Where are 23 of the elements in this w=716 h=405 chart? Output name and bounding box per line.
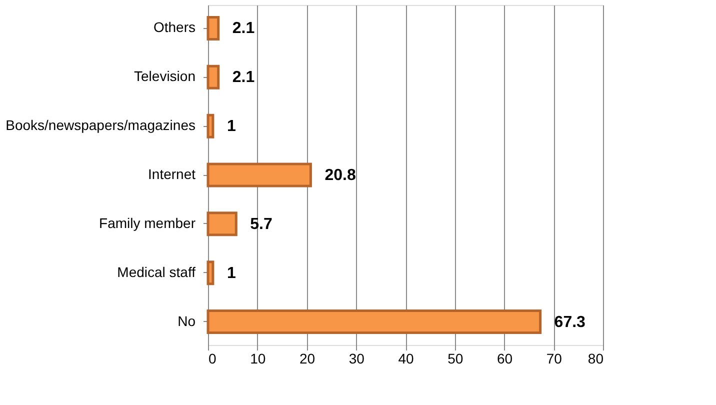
y-tick-label: Television	[134, 68, 196, 84]
x-tick-label: 50	[448, 350, 464, 366]
data-label: 2.1	[232, 20, 255, 38]
data-label: 20.8	[324, 167, 356, 184]
x-tick-label: 30	[348, 350, 365, 366]
y-tick-label: Internet	[148, 166, 196, 182]
x-tick-label: 20	[299, 350, 316, 366]
data-label: 2.1	[232, 69, 255, 86]
x-tick-label: 0	[208, 350, 216, 366]
data-label: 1	[226, 118, 236, 136]
x-tick-label: 10	[250, 350, 266, 366]
y-tick-label: Books/newspapers/magazines	[6, 117, 196, 134]
x-tick-label: 60	[496, 350, 513, 366]
y-tick-label: Others	[153, 19, 196, 36]
data-label: 5.7	[250, 216, 272, 233]
y-tick-label: Medical staff	[117, 264, 196, 280]
y-tick-label: No	[178, 312, 196, 329]
x-tick-label: 40	[398, 350, 414, 366]
x-tick-label: 70	[546, 350, 562, 366]
data-label: 67.3	[554, 314, 586, 331]
x-tick-label: 80	[588, 350, 604, 366]
y-tick-label: Family member	[99, 214, 196, 231]
data-label: 1	[226, 264, 236, 282]
